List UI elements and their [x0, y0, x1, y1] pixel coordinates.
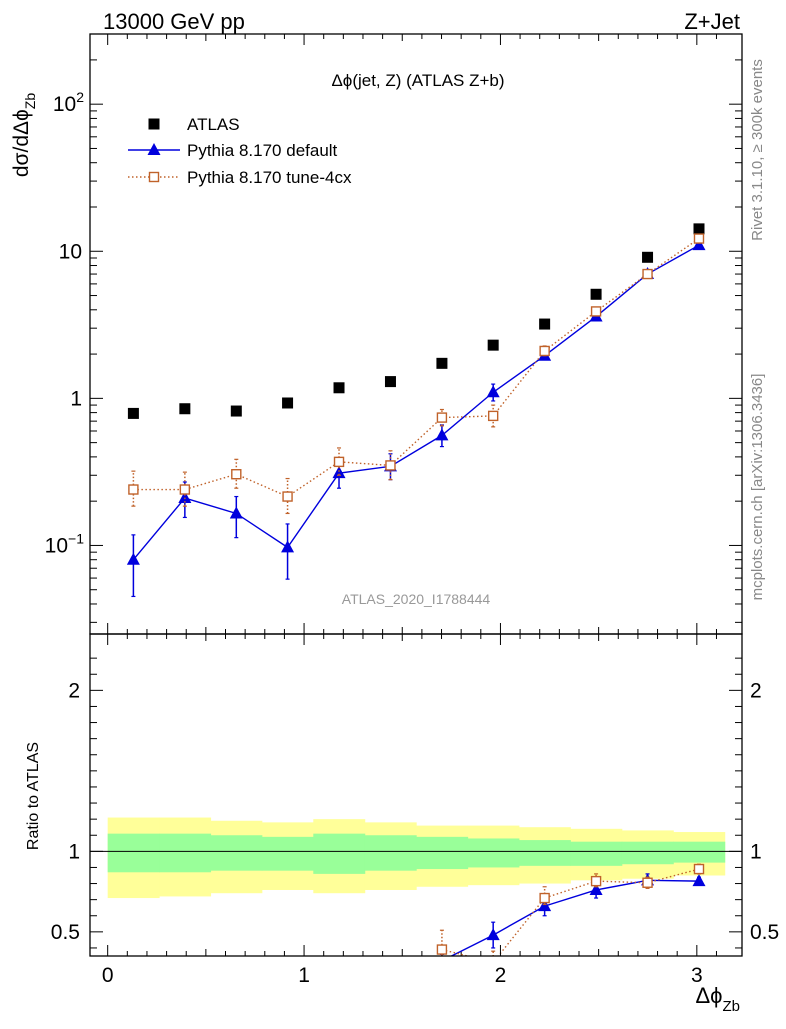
default-point — [126, 552, 140, 565]
atlas-point — [127, 407, 139, 419]
tune-point — [436, 412, 448, 423]
atlas-point — [693, 223, 705, 235]
ratio-y-tick-label-right: 0.5 — [750, 921, 779, 944]
default-point — [178, 491, 192, 504]
ratio-y-tick-label-left: 2 — [68, 679, 80, 702]
ratio-tune-point — [539, 892, 550, 904]
ratio-band-inner — [159, 833, 212, 873]
main-panel: 10−1 1 10 102 — [45, 33, 743, 956]
default-point — [229, 506, 243, 519]
ratio-default-point — [486, 928, 500, 941]
ratio-band-inner — [261, 836, 314, 871]
default-point — [435, 428, 449, 441]
ratio-y-tick-label-right: 2 — [750, 679, 762, 702]
y-tick-label: 102 — [53, 89, 84, 116]
ratio-y-axis-label: Ratio to ATLAS — [25, 742, 42, 850]
legend-default-marker — [147, 143, 161, 155]
ratio-band-inner — [467, 838, 520, 868]
main-plot-area — [126, 223, 706, 598]
rivet-version-label: Rivet 3.1.10, ≥ 300k events — [749, 59, 766, 241]
atlas-point — [487, 339, 499, 351]
atlas-point — [436, 357, 448, 369]
ratio-default-point — [589, 882, 603, 895]
ratio-y-tick-label-left: 1 — [68, 840, 80, 863]
ratio-tune-point — [590, 875, 602, 887]
atlas-point — [590, 288, 602, 300]
atlas-point — [539, 318, 551, 330]
legend-tune-label: Pythia 8.170 tune-4cx — [187, 168, 352, 187]
default-point — [692, 238, 706, 251]
legend-tune-marker — [148, 171, 160, 183]
ratio-plot-area — [90, 817, 742, 956]
tune-point — [128, 484, 139, 495]
default-line — [132, 244, 700, 561]
ratio-band-inner — [313, 833, 366, 874]
y-tick-label: 10 — [59, 240, 82, 263]
header-energy-label: 13000 GeV pp — [103, 9, 245, 34]
main-panel-title: Δϕ(jet, Z) (ATLAS Z+b) — [331, 71, 504, 90]
ratio-band-inner — [210, 835, 263, 871]
tune-point — [539, 345, 550, 357]
legend-atlas-marker — [148, 118, 160, 130]
ratio-band-inner — [673, 841, 726, 863]
legend-atlas-label: ATLAS — [187, 115, 240, 134]
y-tick-label: 10−1 — [45, 530, 85, 557]
ratio-band-inner — [364, 835, 417, 871]
atlas-point — [179, 403, 191, 415]
legend-default-label: Pythia 8.170 default — [187, 141, 338, 160]
default-point — [486, 385, 500, 398]
ratio-tune-point — [642, 877, 653, 888]
tune-point — [231, 469, 242, 480]
tune-point — [282, 491, 293, 502]
ratio-y-tick-label-right: 1 — [750, 840, 762, 863]
tune-point — [590, 306, 602, 317]
ratio-band-inner — [621, 841, 674, 865]
ratio-panel: 0 1 2 3 0.5 0.5 1 1 2 2 — [51, 34, 779, 987]
ratio-band-inner — [518, 840, 571, 866]
ratio-tune-point — [436, 944, 448, 955]
ratio-default-point — [538, 899, 552, 912]
tune-point — [333, 456, 345, 468]
atlas-point — [230, 405, 242, 417]
ratio-frame — [89, 633, 743, 957]
x-tick-label: 1 — [298, 964, 310, 987]
atlas-point — [282, 397, 294, 409]
tune-point — [642, 268, 653, 280]
atlas-point — [333, 382, 345, 394]
analysis-watermark: ATLAS_2020_I1788444 — [342, 591, 491, 607]
default-point — [332, 466, 346, 479]
ratio-default-point — [692, 874, 706, 887]
ratio-default-line — [449, 879, 700, 956]
ratio-band-inner — [416, 836, 469, 870]
tune-point — [385, 460, 396, 471]
header-process-label: Z+Jet — [684, 9, 740, 34]
mcplots-reference-label: mcplots.cern.ch [arXiv:1306.3436] — [749, 374, 766, 601]
ratio-band-inner — [107, 833, 160, 873]
tune-line — [133, 237, 700, 498]
x-tick-label: 2 — [495, 964, 507, 987]
x-axis-label: ΔϕZb — [695, 983, 740, 1015]
ratio-band-inner — [570, 841, 623, 866]
ratio-tune-point — [693, 863, 705, 875]
tune-point — [179, 484, 191, 495]
legend: ATLAS Pythia 8.170 default Pythia 8.170 tu… — [128, 115, 352, 187]
default-point — [281, 540, 295, 553]
x-tick-label: 3 — [691, 964, 703, 987]
atlas-point — [642, 251, 654, 263]
x-tick-label: 0 — [102, 964, 114, 987]
tune-point — [487, 410, 499, 422]
tune-point — [693, 233, 705, 244]
main-y-axis-label: dσ/dΔϕZb — [10, 93, 38, 178]
ratio-y-tick-label-left: 0.5 — [51, 921, 80, 944]
atlas-point — [384, 376, 396, 388]
y-tick-label: 1 — [70, 387, 82, 410]
